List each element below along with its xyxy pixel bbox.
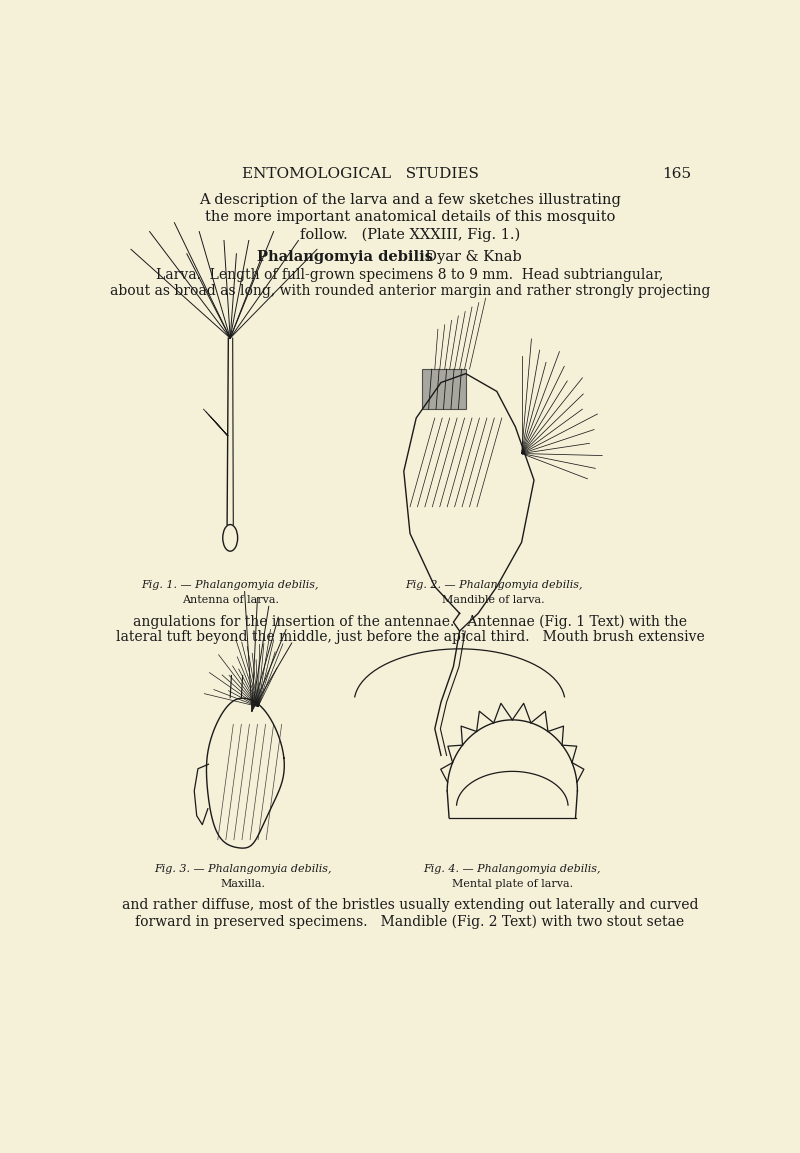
Text: Mental plate of larva.: Mental plate of larva. <box>452 879 573 889</box>
Text: Mandible of larva.: Mandible of larva. <box>442 595 545 604</box>
Text: 165: 165 <box>662 167 691 181</box>
Text: Fig. 4. — Phalangomyia debilis,: Fig. 4. — Phalangomyia debilis, <box>423 864 601 874</box>
Text: Phalangomyia debilis: Phalangomyia debilis <box>257 250 433 264</box>
Text: angulations for the insertion of the antennae.   Antennae (Fig. 1 Text) with the: angulations for the insertion of the ant… <box>133 615 687 628</box>
Text: Fig. 2. — Phalangomyia debilis,: Fig. 2. — Phalangomyia debilis, <box>405 580 582 589</box>
Text: Maxilla.: Maxilla. <box>220 879 265 889</box>
Text: Dyar & Knab: Dyar & Knab <box>416 250 522 264</box>
Text: ENTOMOLOGICAL   STUDIES: ENTOMOLOGICAL STUDIES <box>242 167 479 181</box>
Text: Larva.  Length of full-grown specimens 8 to 9 mm.  Head subtriangular,: Larva. Length of full-grown specimens 8 … <box>156 267 664 282</box>
Text: A description of the larva and a few sketches illustrating: A description of the larva and a few ske… <box>199 194 621 208</box>
Text: about as broad as long, with rounded anterior margin and rather strongly project: about as broad as long, with rounded ant… <box>110 284 710 297</box>
Text: lateral tuft beyond the middle, just before the apical third.   Mouth brush exte: lateral tuft beyond the middle, just bef… <box>116 631 704 645</box>
Text: Fig. 1. — Phalangomyia debilis,: Fig. 1. — Phalangomyia debilis, <box>142 580 319 589</box>
Text: forward in preserved specimens.   Mandible (Fig. 2 Text) with two stout setae: forward in preserved specimens. Mandible… <box>135 914 685 928</box>
Text: Fig. 3. — Phalangomyia debilis,: Fig. 3. — Phalangomyia debilis, <box>154 864 331 874</box>
Text: the more important anatomical details of this mosquito: the more important anatomical details of… <box>205 210 615 225</box>
FancyBboxPatch shape <box>422 369 466 409</box>
Text: and rather diffuse, most of the bristles usually extending out laterally and cur: and rather diffuse, most of the bristles… <box>122 898 698 912</box>
Text: follow.   (Plate XXXIII, Fig. 1.): follow. (Plate XXXIII, Fig. 1.) <box>300 227 520 241</box>
Text: Antenna of larva.: Antenna of larva. <box>182 595 278 604</box>
